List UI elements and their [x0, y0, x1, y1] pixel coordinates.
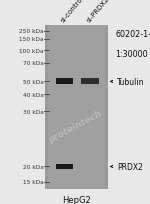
Text: 30 kDa: 30 kDa [23, 109, 44, 114]
Text: HepG2: HepG2 [62, 195, 91, 204]
Bar [45, 26, 108, 189]
Text: proteintech: proteintech [47, 109, 103, 144]
Text: si-PRDX2: si-PRDX2 [85, 0, 110, 23]
Text: 1:30000: 1:30000 [116, 50, 148, 59]
Text: 15 kDa: 15 kDa [23, 180, 44, 184]
Bar [56, 164, 73, 169]
Text: 100 kDa: 100 kDa [19, 49, 44, 53]
Bar [48, 26, 105, 189]
Text: 150 kDa: 150 kDa [19, 37, 44, 42]
Text: PRDX2: PRDX2 [111, 162, 143, 171]
Text: si-control: si-control [60, 0, 85, 23]
Text: 40 kDa: 40 kDa [23, 92, 44, 97]
Text: 50 kDa: 50 kDa [23, 80, 44, 84]
Text: 20 kDa: 20 kDa [23, 164, 44, 169]
Bar [81, 79, 99, 85]
Text: 250 kDa: 250 kDa [19, 29, 44, 34]
Bar [56, 79, 73, 85]
Text: Tubulin: Tubulin [111, 78, 144, 86]
Text: 70 kDa: 70 kDa [23, 61, 44, 66]
Text: 60202-1-Ig: 60202-1-Ig [116, 30, 150, 39]
